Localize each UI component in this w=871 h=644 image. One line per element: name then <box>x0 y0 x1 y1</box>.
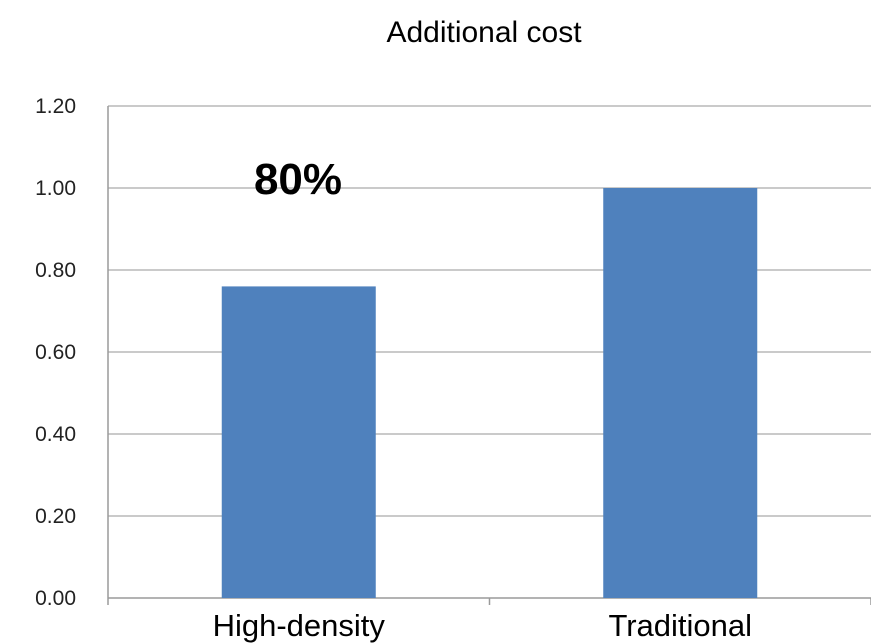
x-category-label: Traditional <box>608 608 752 643</box>
y-tick-label: 1.20 <box>35 95 76 118</box>
bar-high-density <box>221 286 376 598</box>
bar-traditional <box>603 188 758 598</box>
x-category-label: High-density <box>213 608 386 643</box>
y-tick-label: 0.80 <box>35 259 76 282</box>
y-tick-label: 0.20 <box>35 505 76 528</box>
y-tick-label: 0.60 <box>35 341 76 364</box>
bars <box>221 188 758 598</box>
y-tick-label: 1.00 <box>35 177 76 200</box>
y-tick-label: 0.40 <box>35 423 76 446</box>
y-tick-label: 0.00 <box>35 587 76 610</box>
chart-title: Additional cost <box>386 16 582 49</box>
annotation-label: 80% <box>254 155 342 204</box>
x-axis-categories: High-density Traditional <box>213 608 752 643</box>
y-axis-ticks: 0.00 0.20 0.40 0.60 0.80 1.00 1.20 <box>35 95 76 610</box>
